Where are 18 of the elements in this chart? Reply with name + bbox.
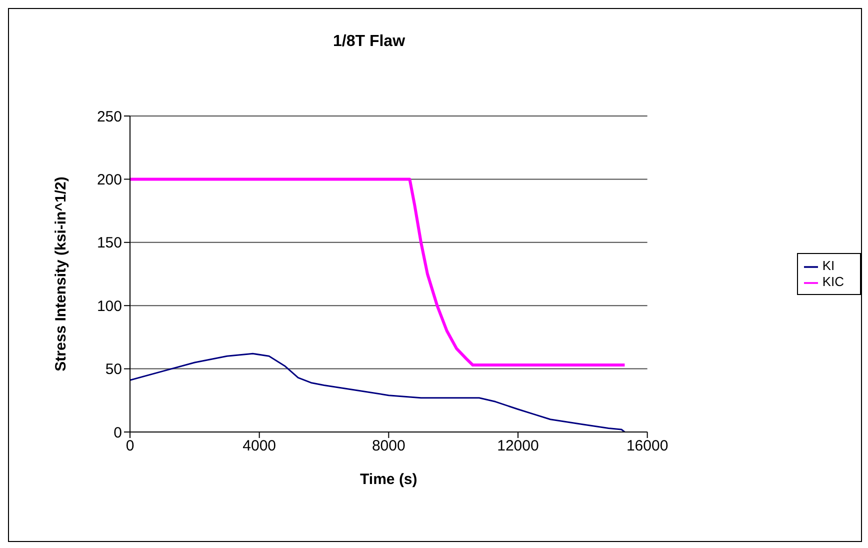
- y-tick-label: 150: [96, 234, 122, 252]
- line-series: [130, 178, 626, 367]
- y-tick-label: 250: [96, 108, 122, 126]
- y-tick-label: 0: [114, 424, 122, 442]
- y-tick-label: 50: [105, 361, 122, 378]
- legend-label: KI: [822, 258, 835, 274]
- x-tick-label: 0: [126, 438, 134, 455]
- x-axis-title: Time (s): [360, 471, 418, 488]
- x-tick-label: 4000: [242, 438, 276, 455]
- y-tick-label: 200: [96, 172, 122, 189]
- x-tick-label: 12000: [497, 438, 539, 455]
- y-axis-title: Stress Intensity (ksi-in^1/2): [52, 176, 70, 372]
- x-tick-label: 8000: [372, 438, 406, 455]
- y-tick-label: 100: [96, 298, 122, 315]
- line-series: [130, 352, 626, 432]
- legend-label: KIC: [822, 274, 844, 289]
- chart-title: 1/8T Flaw: [332, 33, 406, 51]
- x-tick-label: 16000: [626, 438, 668, 455]
